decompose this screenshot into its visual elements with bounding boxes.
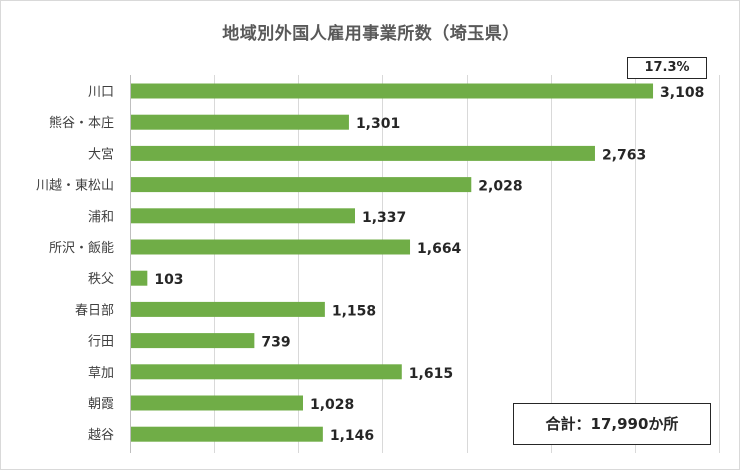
bar [131,364,402,380]
category-label: 草加 [88,366,114,381]
bar [131,270,148,286]
bar [131,426,323,442]
data-label: 1,028 [310,397,354,413]
category-label: 秩父 [88,272,114,287]
data-label: 1,337 [362,210,406,226]
bar [131,301,325,317]
bar [131,114,349,130]
data-label: 2,028 [478,179,522,195]
category-label: 熊谷・本庄 [49,115,114,131]
share-annotation: 17.3% [627,57,707,79]
category-label: 所沢・飯能 [49,241,114,256]
data-label: 2,763 [602,147,646,163]
bar [131,145,595,161]
data-label: 1,301 [356,116,400,132]
data-label: 739 [261,335,290,351]
category-label: 越谷 [88,428,114,443]
bar [131,239,411,255]
category-label: 朝霞 [88,397,114,412]
category-label: 行田 [88,335,114,350]
data-label: 103 [154,272,183,288]
bar [131,177,472,193]
category-label: 春日部 [75,303,114,318]
bar [131,83,654,99]
data-label: 1,158 [332,303,376,319]
data-label: 1,146 [330,428,374,444]
category-label: 川越・東松山 [36,178,114,194]
data-label: 3,108 [660,85,704,101]
category-label: 大宮 [88,146,114,162]
total-annotation: 合計：17,990か所 [513,403,711,445]
bar [131,395,303,411]
bar [131,333,255,349]
bar [131,208,355,224]
data-label: 1,615 [409,366,453,382]
category-label: 浦和 [88,210,114,225]
data-label: 1,664 [417,241,462,257]
chart-title: 地域別外国人雇用事業所数（埼玉県） [222,24,520,44]
category-label: 川口 [88,85,114,100]
